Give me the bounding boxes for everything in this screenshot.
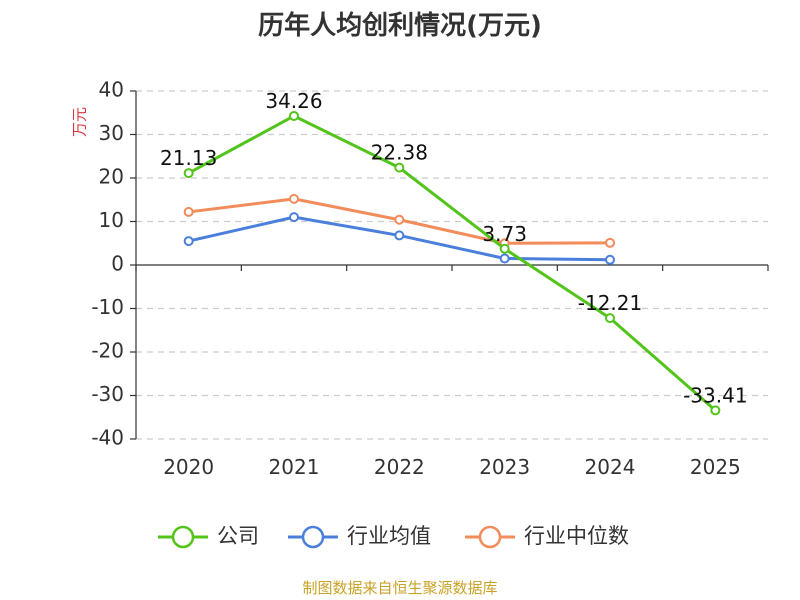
data-label: 21.13	[160, 146, 217, 170]
x-tick-label: 2024	[585, 455, 636, 479]
legend-label: 公司	[217, 524, 259, 548]
x-tick-label: 2022	[374, 455, 425, 479]
x-tick-label: 2020	[163, 455, 214, 479]
y-axis-label: 万元	[71, 107, 89, 137]
chart-title: 历年人均创利情况(万元)	[258, 10, 542, 41]
data-label: 34.26	[265, 89, 322, 113]
y-tick-label: -30	[91, 382, 124, 406]
data-point	[289, 193, 299, 204]
data-point	[183, 206, 194, 217]
data-point	[394, 162, 405, 173]
y-tick-label: 30	[99, 121, 124, 145]
data-label: -33.41	[683, 383, 747, 407]
legend-label: 行业中位数	[524, 524, 629, 548]
series-lines	[183, 110, 721, 416]
y-tick-label: 20	[99, 165, 124, 189]
data-point	[605, 313, 615, 324]
axes: 40 30 20 10 0 -10 -20 -30 -40 2020 2021 2022 2023 202…	[91, 78, 769, 479]
y-tick-label: -40	[91, 426, 124, 450]
data-point	[605, 254, 615, 265]
y-tick-label: 40	[99, 78, 124, 102]
data-label: 3.73	[482, 222, 527, 246]
legend-swatch-marker	[478, 525, 502, 549]
data-point	[710, 405, 721, 416]
legend: 公司 行业均值 行业中位数	[158, 524, 629, 549]
y-tick-label: -10	[91, 295, 124, 319]
x-tick-label: 2025	[690, 455, 741, 479]
data-point	[289, 110, 299, 121]
legend-label: 行业均值	[347, 524, 431, 548]
data-labels: 21.13 34.26 22.38 3.73 -12.21 -33.41	[160, 89, 748, 407]
source-note: 制图数据来自恒生聚源数据库	[302, 579, 497, 597]
y-tick-label: -20	[91, 339, 124, 363]
legend-swatch-marker	[171, 525, 195, 549]
data-point	[183, 236, 194, 247]
data-point	[499, 253, 510, 264]
y-tick-label: 10	[99, 208, 124, 232]
data-point	[499, 243, 510, 254]
data-point	[394, 214, 405, 225]
x-tick-label: 2023	[479, 455, 530, 479]
data-point	[394, 230, 405, 241]
legend-swatch-marker	[301, 525, 325, 549]
y-tick-label: 0	[111, 252, 124, 276]
data-label: -12.21	[578, 291, 642, 315]
x-tick-label: 2021	[269, 455, 320, 479]
data-point	[289, 212, 299, 223]
series-line-0	[187, 114, 717, 412]
data-point	[605, 237, 615, 248]
data-point	[183, 168, 194, 179]
data-label: 22.38	[371, 141, 428, 165]
